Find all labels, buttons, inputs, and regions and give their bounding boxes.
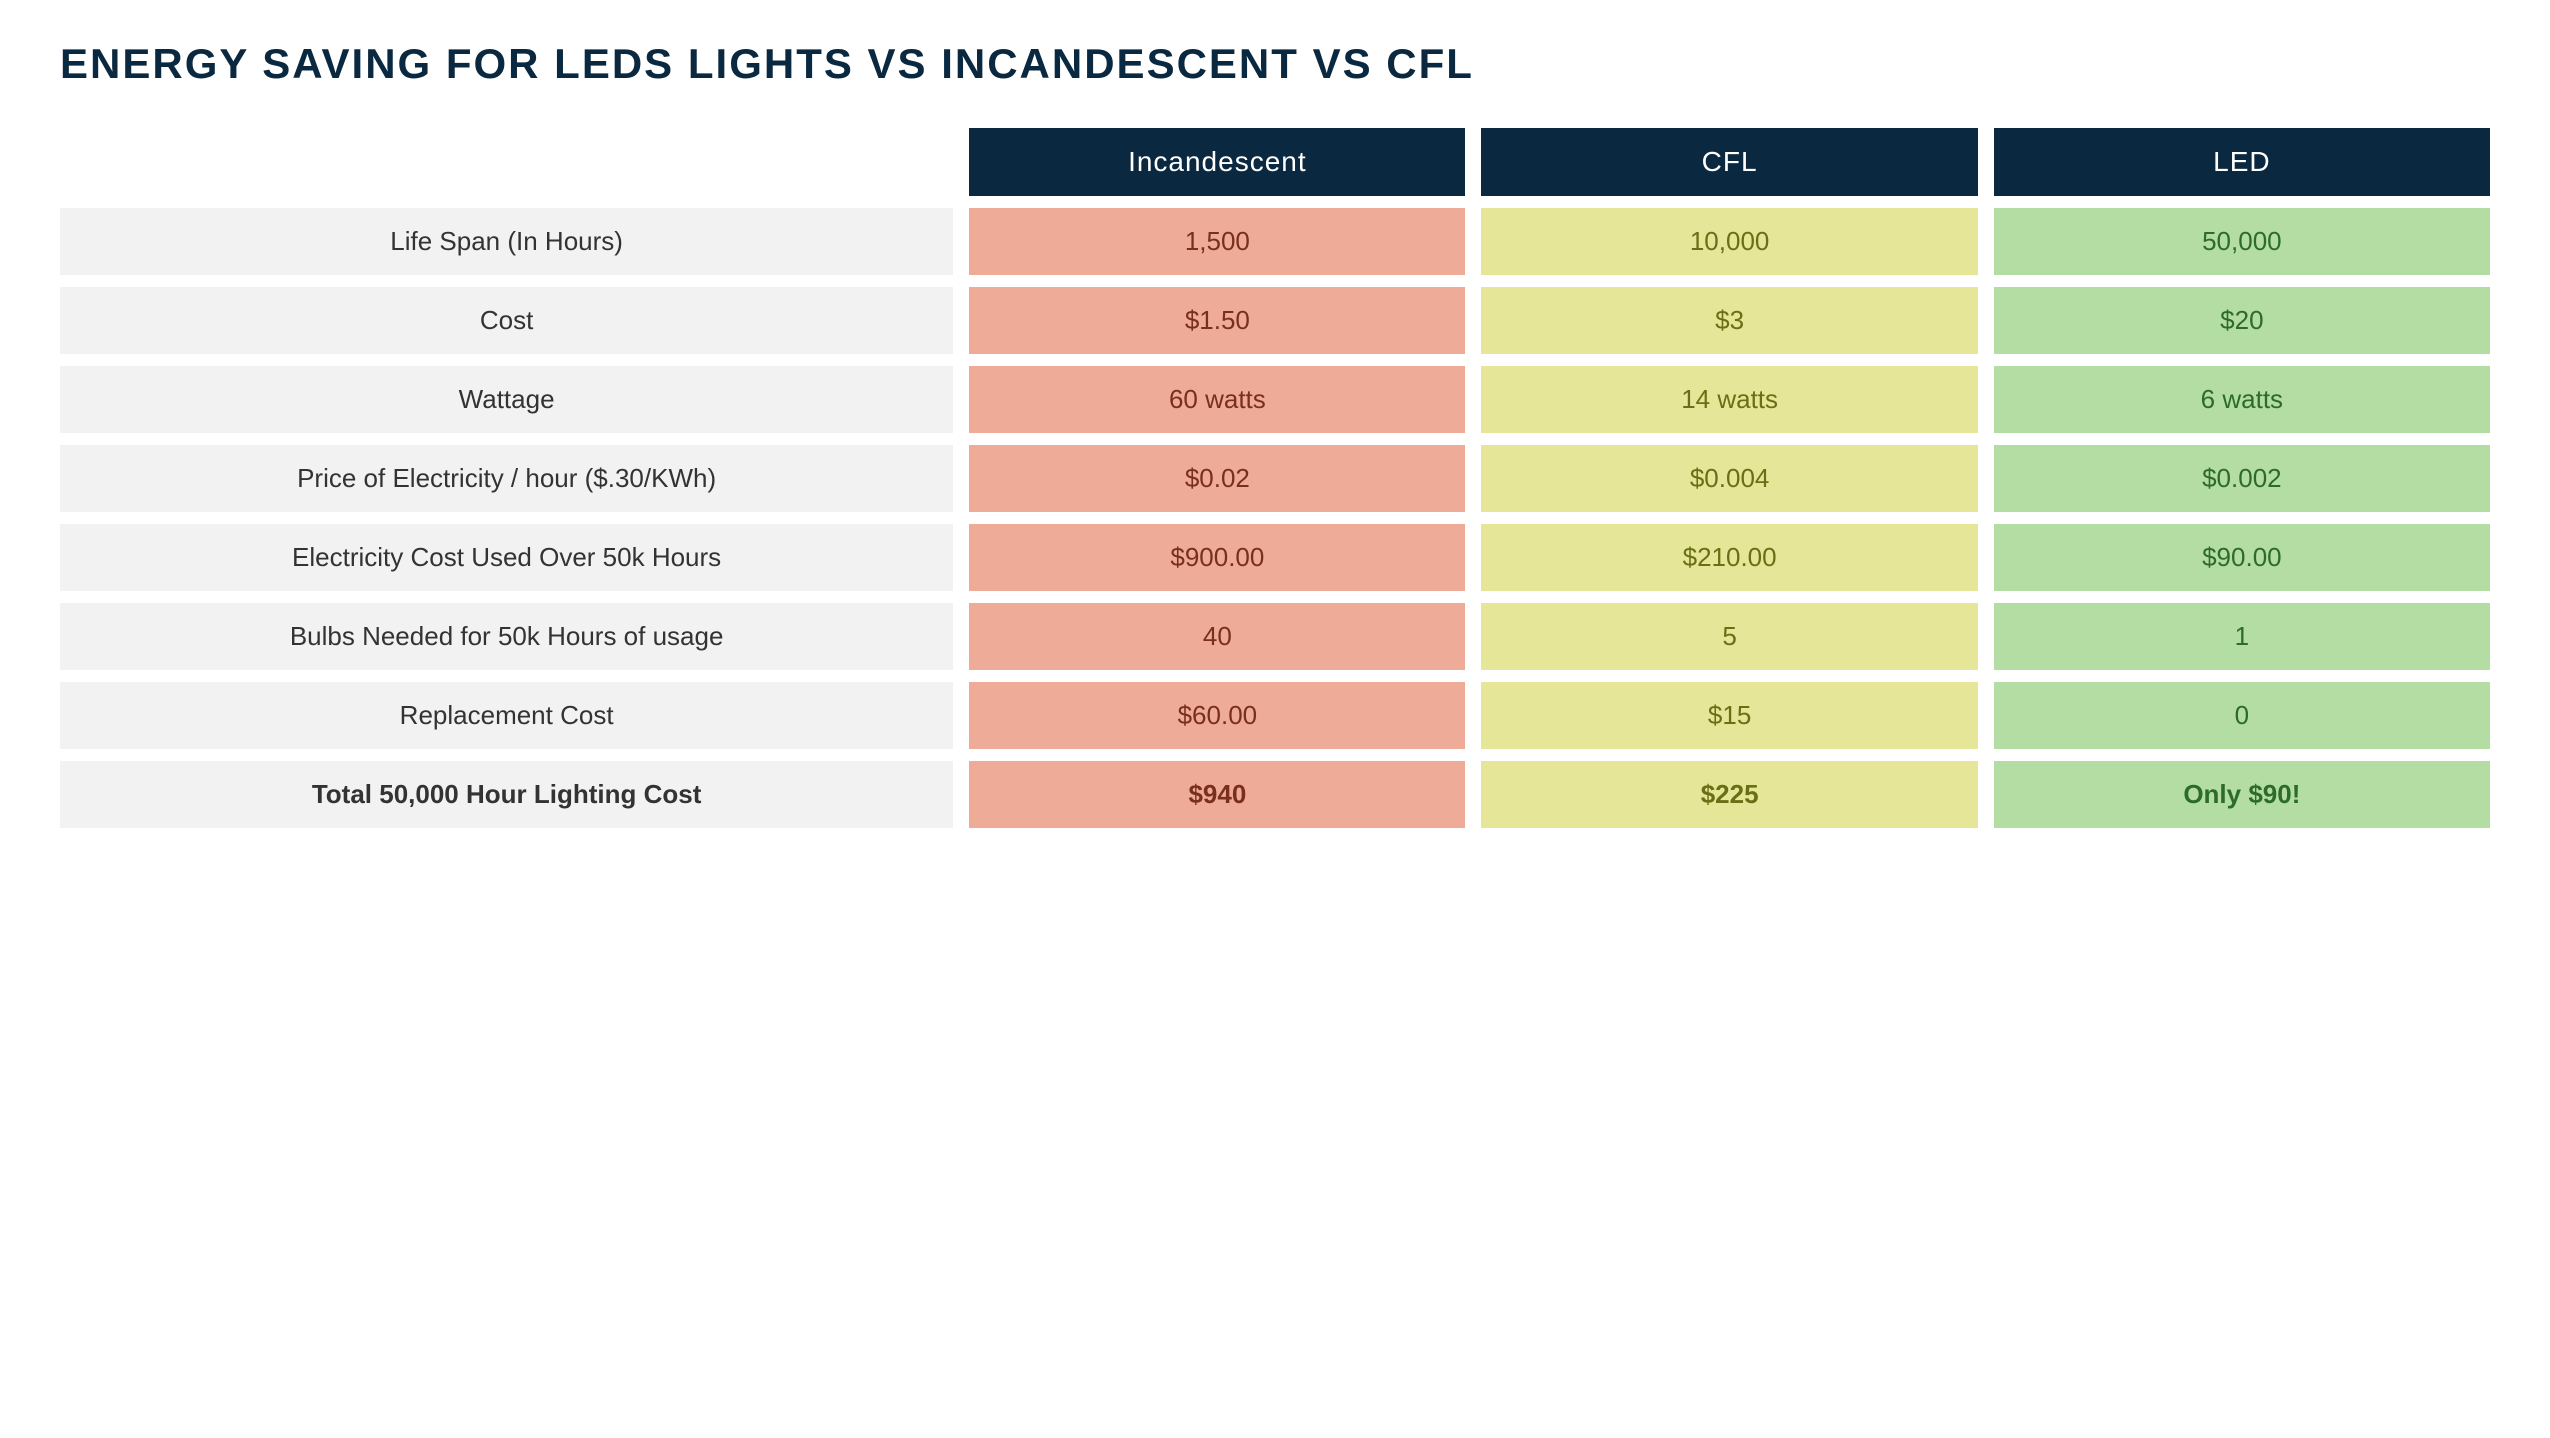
data-cell: 10,000 <box>1481 208 1977 275</box>
data-cell: 60 watts <box>969 366 1465 433</box>
column-header: Incandescent <box>969 128 1465 196</box>
data-cell: $0.02 <box>969 445 1465 512</box>
data-cell: $210.00 <box>1481 524 1977 591</box>
data-cell: $3 <box>1481 287 1977 354</box>
column-header: LED <box>1994 128 2490 196</box>
data-cell: $940 <box>969 761 1465 828</box>
row-label: Total 50,000 Hour Lighting Cost <box>60 761 953 828</box>
data-cell: $225 <box>1481 761 1977 828</box>
data-cell: 40 <box>969 603 1465 670</box>
page-title: ENERGY SAVING FOR LEDS LIGHTS VS INCANDE… <box>60 40 2490 88</box>
data-cell: 0 <box>1994 682 2490 749</box>
row-label: Price of Electricity / hour ($.30/KWh) <box>60 445 953 512</box>
data-cell: $90.00 <box>1994 524 2490 591</box>
comparison-table: IncandescentCFLLED Life Span (In Hours)1,… <box>60 128 2490 828</box>
data-cell: 50,000 <box>1994 208 2490 275</box>
row-label: Cost <box>60 287 953 354</box>
data-cell: 5 <box>1481 603 1977 670</box>
data-cell: $15 <box>1481 682 1977 749</box>
row-label: Bulbs Needed for 50k Hours of usage <box>60 603 953 670</box>
data-cell: 6 watts <box>1994 366 2490 433</box>
data-cell: Only $90! <box>1994 761 2490 828</box>
row-label: Electricity Cost Used Over 50k Hours <box>60 524 953 591</box>
data-cell: 14 watts <box>1481 366 1977 433</box>
row-label: Wattage <box>60 366 953 433</box>
data-cell: 1,500 <box>969 208 1465 275</box>
header-blank <box>60 128 953 196</box>
column-header: CFL <box>1481 128 1977 196</box>
data-cell: $0.002 <box>1994 445 2490 512</box>
data-cell: $1.50 <box>969 287 1465 354</box>
row-label: Replacement Cost <box>60 682 953 749</box>
data-cell: $0.004 <box>1481 445 1977 512</box>
data-cell: $20 <box>1994 287 2490 354</box>
row-label: Life Span (In Hours) <box>60 208 953 275</box>
data-cell: $900.00 <box>969 524 1465 591</box>
data-cell: 1 <box>1994 603 2490 670</box>
data-cell: $60.00 <box>969 682 1465 749</box>
